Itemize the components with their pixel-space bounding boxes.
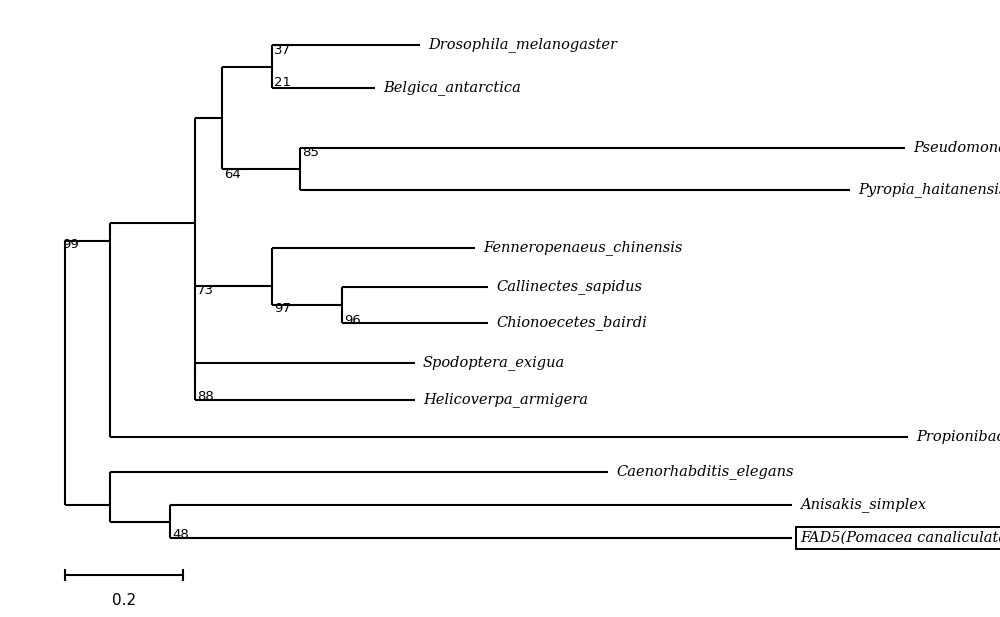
Text: 96: 96 [344, 313, 361, 326]
Text: 73: 73 [197, 284, 214, 297]
Text: Helicoverpa_armigera: Helicoverpa_armigera [423, 392, 588, 407]
Text: 37: 37 [274, 44, 291, 57]
Text: Propionibacterium_freudenreichii_subsp._shermanii: Propionibacterium_freudenreichii_subsp._… [916, 429, 1000, 444]
Text: Fenneropenaeus_chinensis: Fenneropenaeus_chinensis [483, 241, 682, 255]
Text: Anisakis_simplex: Anisakis_simplex [800, 497, 926, 513]
Text: 64: 64 [224, 167, 241, 181]
Text: Belgica_antarctica: Belgica_antarctica [383, 81, 521, 96]
Text: 48: 48 [172, 529, 189, 542]
Text: FAD5(Pomacea canaliculata): FAD5(Pomacea canaliculata) [800, 531, 1000, 545]
Text: 0.2: 0.2 [112, 593, 136, 608]
Text: Pyropia_haitanensis_strain_Fujian: Pyropia_haitanensis_strain_Fujian [858, 183, 1000, 197]
Text: Drosophila_melanogaster: Drosophila_melanogaster [428, 38, 617, 52]
Text: Spodoptera_exigua: Spodoptera_exigua [423, 355, 565, 370]
Text: 97: 97 [274, 302, 291, 315]
Text: 21: 21 [274, 77, 291, 89]
Text: Caenorhabditis_elegans: Caenorhabditis_elegans [616, 465, 794, 479]
Text: Chionoecetes_bairdi: Chionoecetes_bairdi [496, 315, 647, 331]
Text: Callinectes_sapidus: Callinectes_sapidus [496, 280, 642, 294]
Text: 88: 88 [197, 391, 214, 404]
Text: 85: 85 [302, 146, 319, 160]
Text: 99: 99 [62, 238, 79, 251]
Text: Pseudomonas_savastanoi_strain_BCNU_106: Pseudomonas_savastanoi_strain_BCNU_106 [913, 141, 1000, 155]
